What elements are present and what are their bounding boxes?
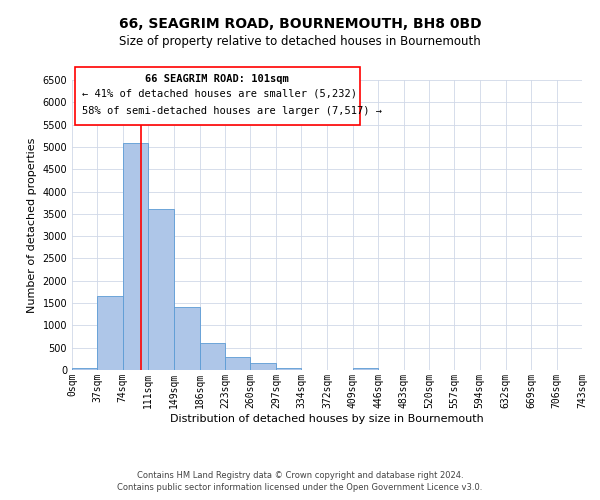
Bar xyxy=(353,368,378,370)
Text: Size of property relative to detached houses in Bournemouth: Size of property relative to detached ho… xyxy=(119,35,481,48)
Text: 58% of semi-detached houses are larger (7,517) →: 58% of semi-detached houses are larger (… xyxy=(82,106,382,116)
Bar xyxy=(97,296,123,370)
Bar xyxy=(276,368,301,370)
Text: ← 41% of detached houses are smaller (5,232): ← 41% of detached houses are smaller (5,… xyxy=(82,88,357,99)
FancyBboxPatch shape xyxy=(74,67,360,125)
Text: Contains public sector information licensed under the Open Government Licence v3: Contains public sector information licen… xyxy=(118,484,482,492)
Bar xyxy=(72,368,97,370)
Bar xyxy=(250,364,276,370)
Bar xyxy=(123,144,148,370)
X-axis label: Distribution of detached houses by size in Bournemouth: Distribution of detached houses by size … xyxy=(170,414,484,424)
Text: 66 SEAGRIM ROAD: 101sqm: 66 SEAGRIM ROAD: 101sqm xyxy=(145,74,289,84)
Bar xyxy=(200,343,225,370)
Bar xyxy=(148,210,174,370)
Bar xyxy=(174,306,200,370)
Bar xyxy=(225,356,250,370)
Text: 66, SEAGRIM ROAD, BOURNEMOUTH, BH8 0BD: 66, SEAGRIM ROAD, BOURNEMOUTH, BH8 0BD xyxy=(119,18,481,32)
Y-axis label: Number of detached properties: Number of detached properties xyxy=(27,138,37,312)
Text: Contains HM Land Registry data © Crown copyright and database right 2024.: Contains HM Land Registry data © Crown c… xyxy=(137,471,463,480)
